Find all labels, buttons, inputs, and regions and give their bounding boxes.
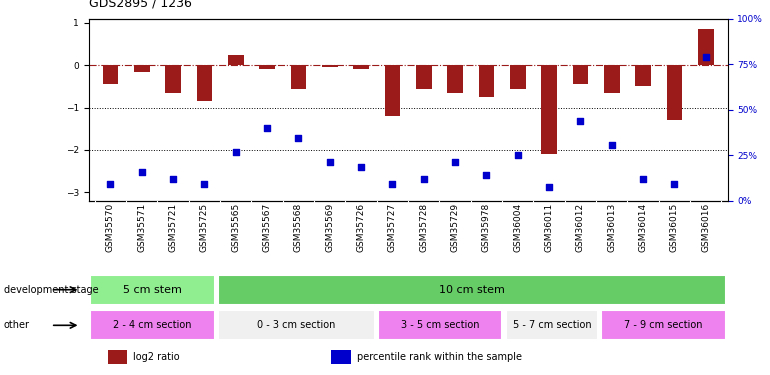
- Point: [261, 125, 273, 131]
- Bar: [166, 65, 181, 93]
- Bar: [218, 310, 374, 340]
- Bar: [228, 55, 243, 65]
- Text: GSM36014: GSM36014: [638, 203, 648, 252]
- Text: 7 - 9 cm section: 7 - 9 cm section: [624, 320, 703, 330]
- Point: [387, 181, 399, 187]
- Bar: [510, 65, 526, 88]
- Text: 3 - 5 cm section: 3 - 5 cm section: [401, 320, 479, 330]
- Text: 0 - 3 cm section: 0 - 3 cm section: [257, 320, 336, 330]
- Text: 2 - 4 cm section: 2 - 4 cm section: [113, 320, 192, 330]
- Point: [323, 159, 336, 165]
- Point: [574, 118, 587, 124]
- Point: [668, 181, 681, 187]
- Bar: [667, 65, 682, 120]
- Text: 5 - 7 cm section: 5 - 7 cm section: [513, 320, 591, 330]
- Point: [167, 176, 179, 181]
- Bar: [259, 65, 275, 69]
- Bar: [384, 65, 400, 116]
- Bar: [416, 65, 432, 88]
- Text: development stage: development stage: [4, 285, 99, 295]
- Bar: [698, 29, 714, 65]
- Point: [293, 135, 305, 141]
- Bar: [102, 65, 119, 84]
- Text: GSM36016: GSM36016: [701, 203, 710, 252]
- Text: GDS2895 / 1236: GDS2895 / 1236: [89, 0, 192, 9]
- Bar: [506, 310, 598, 340]
- Text: 10 cm stem: 10 cm stem: [439, 285, 505, 295]
- Text: GSM35571: GSM35571: [137, 203, 146, 252]
- Bar: [378, 310, 502, 340]
- Point: [543, 184, 555, 190]
- Point: [511, 152, 524, 158]
- Point: [605, 142, 618, 148]
- Text: GSM35570: GSM35570: [106, 203, 115, 252]
- Bar: [90, 275, 215, 304]
- Point: [229, 148, 242, 154]
- Point: [136, 169, 148, 175]
- Text: GSM35729: GSM35729: [450, 203, 460, 252]
- Text: GSM35569: GSM35569: [325, 203, 334, 252]
- Text: GSM35728: GSM35728: [419, 203, 428, 252]
- Text: log2 ratio: log2 ratio: [133, 352, 180, 362]
- Bar: [353, 65, 369, 69]
- Point: [104, 181, 116, 187]
- Point: [449, 159, 461, 165]
- Text: GSM35568: GSM35568: [294, 203, 303, 252]
- Bar: [108, 350, 127, 364]
- Text: GSM35565: GSM35565: [231, 203, 240, 252]
- Text: GSM35978: GSM35978: [482, 203, 491, 252]
- Text: GSM36012: GSM36012: [576, 203, 585, 252]
- Text: GSM36015: GSM36015: [670, 203, 679, 252]
- Bar: [196, 65, 213, 101]
- Bar: [541, 65, 557, 154]
- Text: GSM35727: GSM35727: [388, 203, 397, 252]
- Point: [199, 181, 211, 187]
- Point: [355, 164, 367, 170]
- Point: [480, 172, 493, 178]
- Bar: [218, 275, 726, 304]
- Text: GSM35725: GSM35725: [200, 203, 209, 252]
- Point: [417, 176, 430, 181]
- Bar: [331, 350, 350, 364]
- Text: GSM35567: GSM35567: [263, 203, 272, 252]
- Bar: [90, 310, 215, 340]
- Text: GSM36011: GSM36011: [544, 203, 554, 252]
- Bar: [635, 65, 651, 86]
- Bar: [601, 310, 726, 340]
- Text: GSM35721: GSM35721: [169, 203, 178, 252]
- Bar: [604, 65, 620, 93]
- Point: [700, 54, 712, 60]
- Bar: [322, 65, 337, 68]
- Point: [637, 176, 649, 181]
- Text: other: other: [4, 320, 30, 330]
- Text: GSM36013: GSM36013: [608, 203, 616, 252]
- Text: 5 cm stem: 5 cm stem: [123, 285, 182, 295]
- Bar: [134, 65, 149, 72]
- Bar: [447, 65, 463, 93]
- Bar: [573, 65, 588, 84]
- Text: GSM36004: GSM36004: [514, 203, 522, 252]
- Bar: [290, 65, 306, 88]
- Text: GSM35726: GSM35726: [357, 203, 366, 252]
- Text: percentile rank within the sample: percentile rank within the sample: [357, 352, 522, 362]
- Bar: [479, 65, 494, 97]
